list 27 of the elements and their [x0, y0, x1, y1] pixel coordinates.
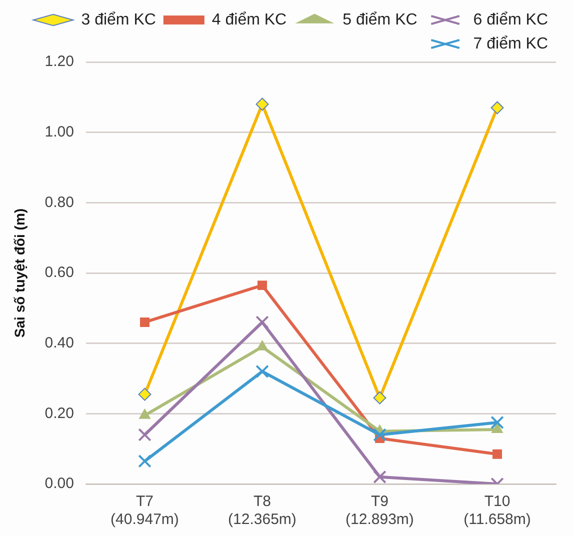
legend-label: 3 điểm KC — [81, 11, 156, 28]
y-axis-title: Sai số tuyệt đối (m) — [11, 208, 28, 338]
x-tick-label: T8 (12.365m) — [228, 493, 296, 528]
y-tick-label: 0.40 — [44, 334, 74, 352]
point — [258, 280, 267, 290]
y-tick-label: 0.20 — [44, 404, 74, 422]
x-tick-label: T9 (12.893m) — [346, 493, 414, 528]
legend-label: 7 điểm KC — [473, 35, 548, 52]
point — [138, 454, 152, 468]
y-tick-label: 0.60 — [44, 264, 74, 282]
point — [138, 428, 152, 442]
point — [373, 428, 386, 442]
legend-label: 5 điểm KC — [342, 11, 418, 28]
point — [140, 317, 150, 327]
legend-label: 6 điểm KC — [473, 11, 548, 28]
x-tick-label: T10 (11.658m) — [464, 493, 531, 528]
x-tick-label: T7 (40.947m) — [110, 493, 179, 528]
y-tick-label: 1.00 — [44, 123, 74, 140]
point — [373, 470, 386, 484]
y-tick-label: 1.20 — [44, 53, 74, 70]
y-tick-label: 0.80 — [44, 194, 74, 211]
point — [490, 416, 504, 430]
point — [256, 364, 269, 378]
legend-label: 4 điểm KC — [212, 11, 287, 28]
point — [256, 316, 269, 329]
point — [492, 449, 502, 459]
y-tick-label: 0.00 — [44, 475, 74, 492]
